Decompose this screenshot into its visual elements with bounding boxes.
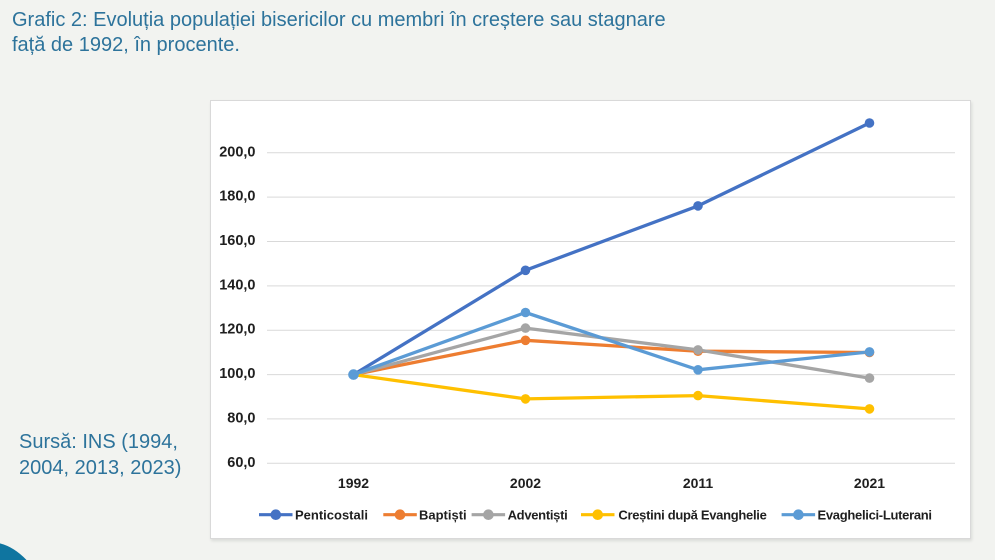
svg-text:Evaghelici-Luterani: Evaghelici-Luterani [818, 508, 932, 523]
svg-text:Penticostali: Penticostali [295, 508, 368, 523]
svg-text:200,0: 200,0 [219, 144, 255, 160]
svg-text:Creștini după Evanghelie: Creștini după Evanghelie [618, 508, 766, 523]
svg-text:100,0: 100,0 [219, 366, 255, 382]
svg-text:2021: 2021 [854, 475, 885, 491]
svg-text:140,0: 140,0 [219, 277, 255, 293]
svg-text:Adventiști: Adventiști [508, 508, 568, 523]
svg-text:120,0: 120,0 [219, 322, 255, 338]
svg-text:1992: 1992 [338, 475, 369, 491]
svg-text:Baptiști: Baptiști [419, 508, 467, 523]
svg-text:2002: 2002 [510, 475, 541, 491]
svg-text:160,0: 160,0 [219, 233, 255, 249]
svg-text:2011: 2011 [683, 475, 714, 491]
svg-text:80,0: 80,0 [227, 410, 255, 426]
svg-text:60,0: 60,0 [227, 455, 255, 471]
svg-text:180,0: 180,0 [219, 189, 255, 205]
